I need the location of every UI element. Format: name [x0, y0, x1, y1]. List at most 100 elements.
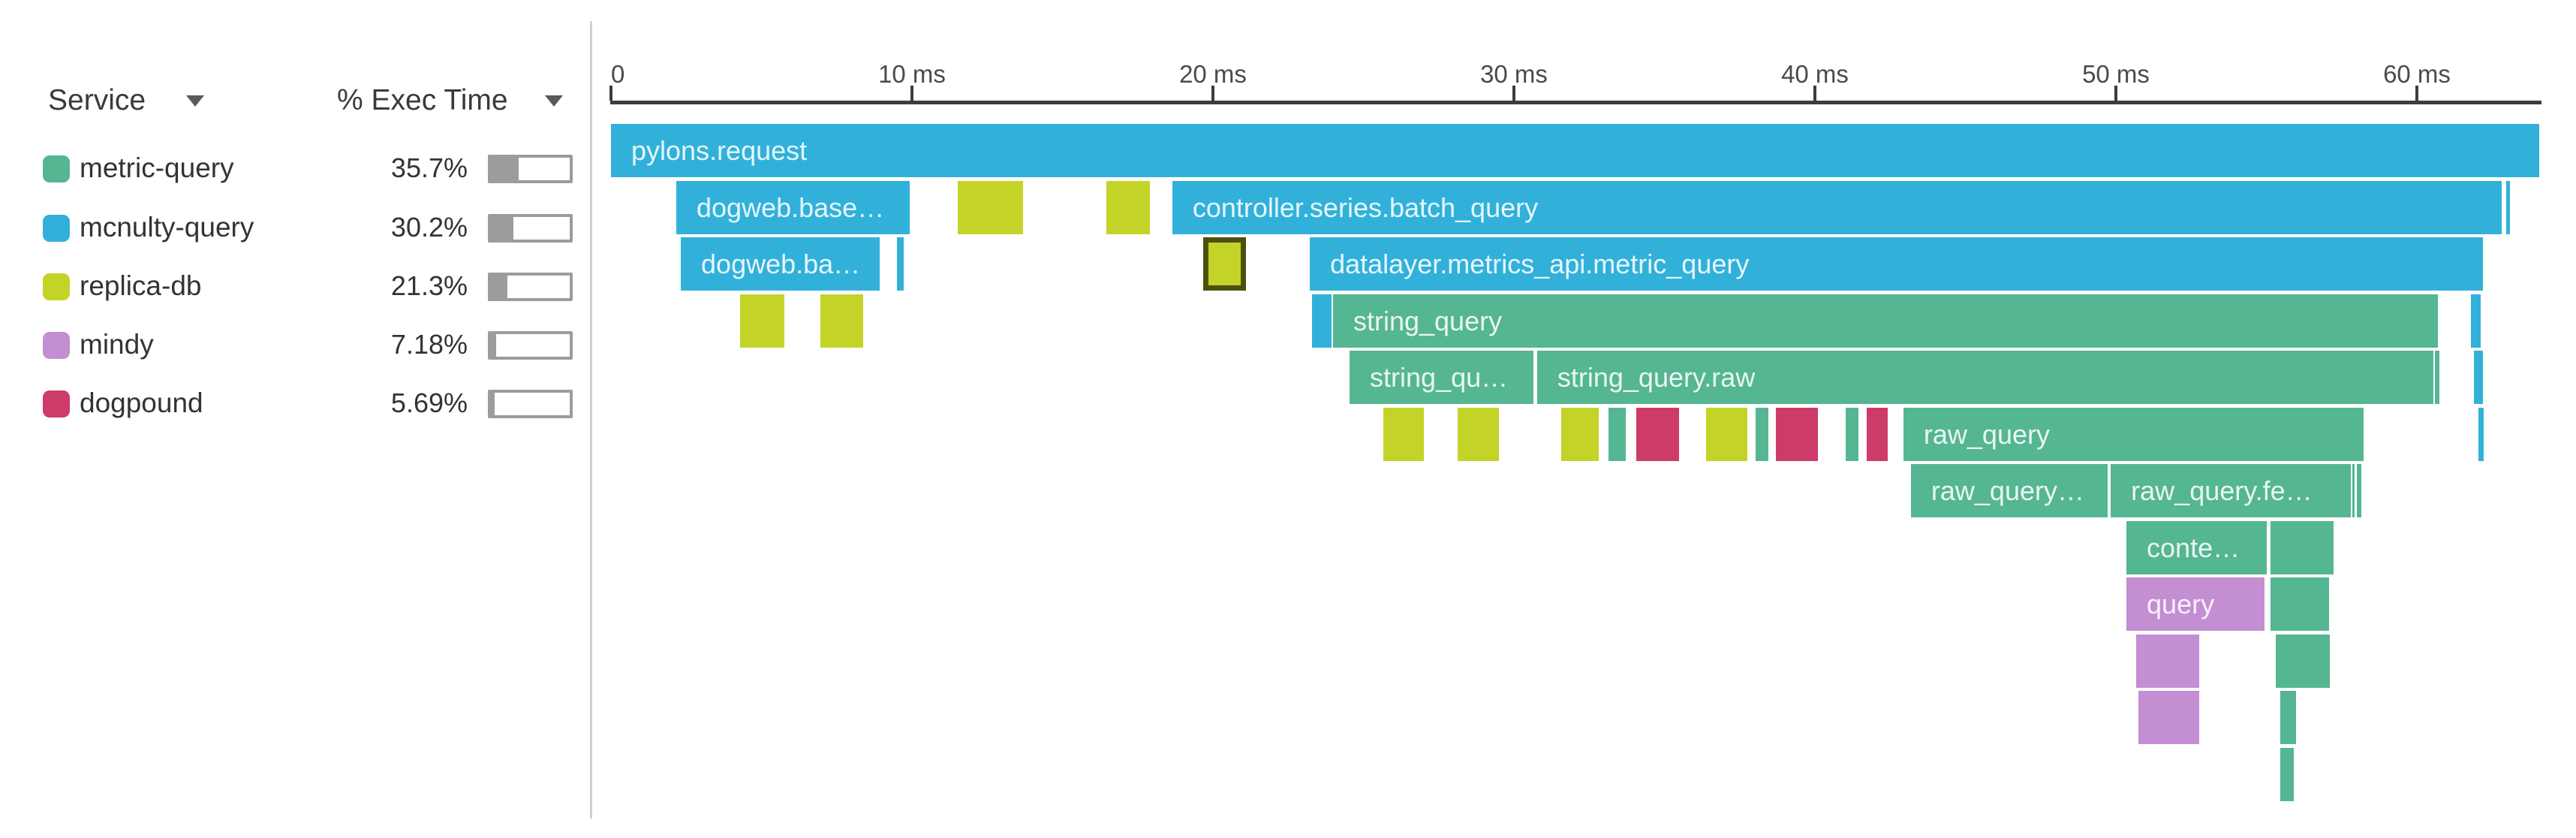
flame-span-dogweb.ba[interactable]: dogweb.ba…: [681, 237, 880, 291]
axis-tick-label: 10 ms: [878, 60, 946, 88]
flame-span-raw_query.fe[interactable]: raw_query.fe…: [2111, 464, 2352, 517]
axis-tick: [2114, 86, 2117, 101]
service-column-header[interactable]: Service: [48, 84, 146, 116]
flame-span-string_query.raw[interactable]: string_query.raw: [1536, 351, 2434, 404]
axis-tick-label: 50 ms: [2082, 60, 2150, 88]
axis-tick: [609, 86, 612, 101]
flame-span[interactable]: [2435, 351, 2440, 404]
flame-span[interactable]: [1311, 294, 1332, 348]
flame-span[interactable]: [2280, 747, 2294, 801]
service-row-mcnulty-query[interactable]: mcnulty-query 30.2%: [0, 199, 590, 258]
flame-span[interactable]: [820, 294, 864, 348]
flame-span[interactable]: [1756, 407, 1768, 461]
axis-tick: [1211, 86, 1214, 101]
flame-span[interactable]: [1383, 407, 1425, 461]
flame-span-controller.series.batch_query[interactable]: controller.series.batch_query: [1172, 180, 2502, 234]
flame-span-query[interactable]: query: [2126, 577, 2265, 631]
exec-time-meter: [488, 390, 573, 418]
flame-span-label: datalayer.metrics_api.metric_query: [1330, 249, 1750, 279]
axis-tick: [2415, 86, 2418, 101]
exec-time-meter-fill: [491, 334, 497, 357]
flame-span-label: raw_query: [1923, 418, 2050, 450]
flame-span[interactable]: [1636, 407, 1680, 461]
flame-span[interactable]: [2138, 691, 2200, 744]
service-name: mindy: [80, 329, 154, 360]
axis-tick-label: 20 ms: [1179, 60, 1247, 88]
flame-span[interactable]: [2474, 351, 2483, 404]
exec-time-meter-fill: [491, 217, 514, 240]
flame-span-label: string_qu…: [1370, 362, 1509, 393]
service-legend-sidebar: Service % Exec Time metric-query 35.7% mcn…: [0, 0, 590, 838]
exec-time-percent: 21.3%: [390, 270, 468, 301]
flame-span-label: raw_query.fe…: [2131, 475, 2313, 506]
service-name: metric-query: [80, 152, 234, 183]
flame-span-label: dogweb.ba…: [701, 249, 861, 279]
exec-time-sort-caret-icon[interactable]: [545, 95, 563, 107]
flame-span-raw_query[interactable]: raw_query…: [1910, 464, 2108, 517]
exec-time-meter: [488, 331, 573, 360]
flame-span[interactable]: [2271, 520, 2334, 574]
flame-span[interactable]: [2280, 691, 2297, 744]
flame-span[interactable]: [2271, 577, 2329, 631]
flame-span-label: raw_query…: [1930, 475, 2084, 506]
flame-span[interactable]: [957, 180, 1023, 234]
sidebar-divider: [590, 21, 592, 818]
exec-time-percent: 30.2%: [390, 212, 468, 243]
flame-span[interactable]: [1106, 180, 1151, 234]
flame-span[interactable]: [1845, 407, 1859, 461]
flame-span[interactable]: [2135, 634, 2200, 688]
exec-time-meter: [488, 155, 573, 183]
flame-span-label: string_query: [1353, 305, 1503, 336]
service-color-swatch: [43, 215, 70, 242]
exec-time-column-header[interactable]: % Exec Time: [337, 84, 508, 116]
service-row-dogpound[interactable]: dogpound 5.69%: [0, 375, 590, 433]
flame-span-conte[interactable]: conte…: [2126, 520, 2267, 574]
flame-span[interactable]: [1866, 407, 1888, 461]
flame-span-datalayer.metrics_api.metric_query[interactable]: datalayer.metrics_api.metric_query: [1310, 237, 2483, 291]
service-sort-caret-icon[interactable]: [186, 95, 204, 107]
flame-span[interactable]: [1458, 407, 1499, 461]
service-row-replica-db[interactable]: replica-db 21.3%: [0, 258, 590, 316]
exec-time-meter-fill: [491, 158, 519, 180]
flame-span-pylons.request[interactable]: pylons.request: [611, 124, 2539, 177]
axis-tick-label: 0: [611, 60, 625, 88]
flame-span-string_qu[interactable]: string_qu…: [1350, 351, 1534, 404]
flame-span-label: pylons.request: [631, 135, 808, 166]
flame-span[interactable]: [2478, 407, 2484, 461]
axis-tick-label: 30 ms: [1480, 60, 1548, 88]
flame-span-string_query[interactable]: string_query: [1332, 294, 2439, 348]
flame-span[interactable]: [2471, 294, 2481, 348]
flame-span[interactable]: [2275, 634, 2331, 688]
service-row-mindy[interactable]: mindy 7.18%: [0, 316, 590, 375]
flame-span[interactable]: [1705, 407, 1748, 461]
flame-span-dogweb.base[interactable]: dogweb.base…: [676, 180, 910, 234]
flame-span[interactable]: [2506, 180, 2510, 234]
axis-tick: [1512, 86, 1515, 101]
flame-span-label: query: [2147, 589, 2215, 619]
service-color-swatch: [43, 390, 70, 417]
service-row-metric-query[interactable]: metric-query 35.7%: [0, 140, 590, 198]
flame-span[interactable]: [1608, 407, 1627, 461]
flame-span[interactable]: [2356, 464, 2361, 517]
flame-span[interactable]: [2352, 464, 2355, 517]
flame-span[interactable]: [740, 294, 784, 348]
exec-time-meter: [488, 214, 573, 243]
flame-span-label: controller.series.batch_query: [1192, 191, 1539, 223]
flame-span[interactable]: [896, 237, 904, 291]
exec-time-meter-fill: [491, 276, 508, 298]
flame-span[interactable]: [1560, 407, 1599, 461]
flame-span-label: string_query.raw: [1557, 362, 1756, 393]
flame-span-raw_query[interactable]: raw_query: [1903, 407, 2364, 461]
exec-time-meter-fill: [491, 393, 495, 415]
flame-span[interactable]: [1775, 407, 1818, 461]
service-name: dogpound: [80, 387, 203, 418]
service-color-swatch: [43, 155, 70, 182]
exec-time-percent: 35.7%: [390, 152, 468, 183]
time-axis-line: [610, 101, 2541, 104]
flame-span[interactable]: [1203, 237, 1247, 291]
service-color-swatch: [43, 273, 70, 300]
exec-time-percent: 5.69%: [390, 387, 468, 418]
axis-tick: [1813, 86, 1816, 101]
